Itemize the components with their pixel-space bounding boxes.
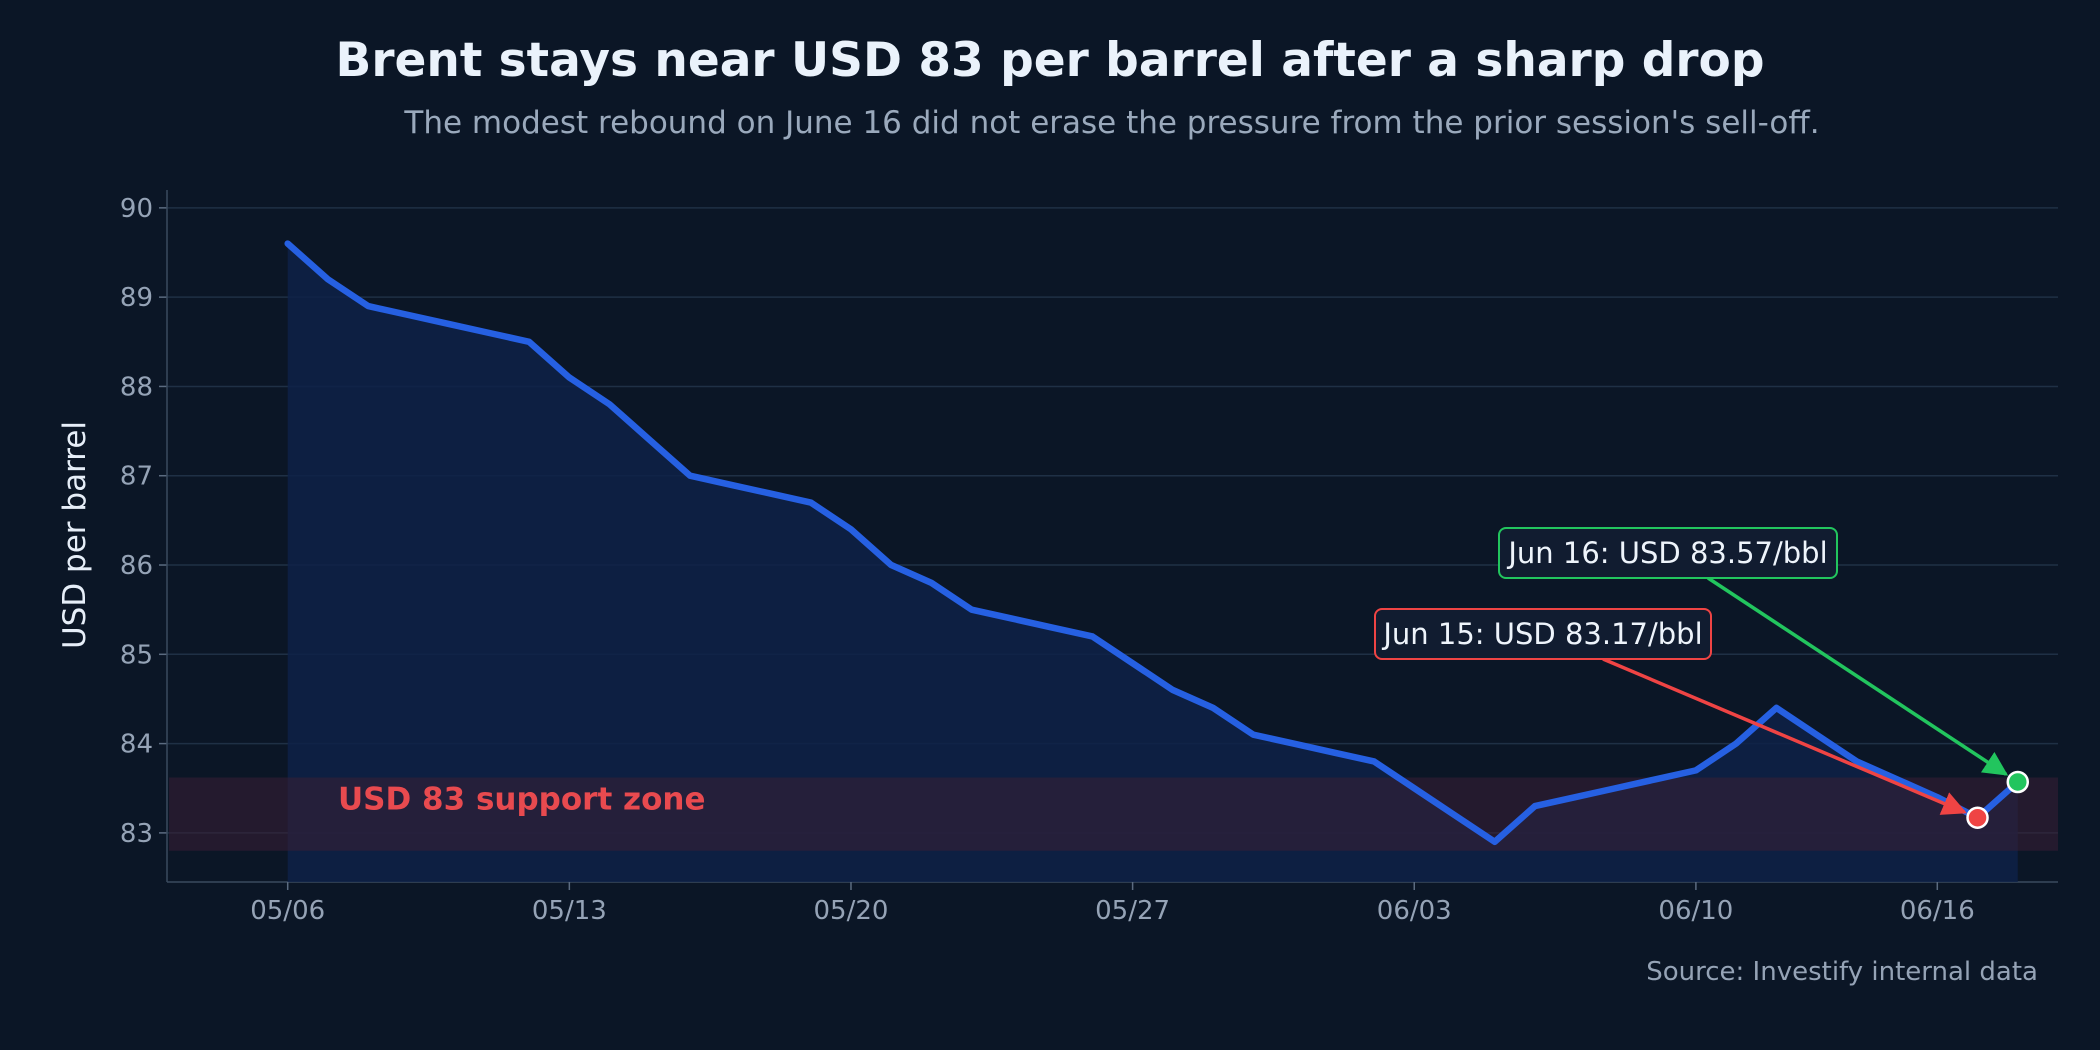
annotation-box [1498,527,1838,579]
y-tick-label: 90 [120,194,153,224]
y-tick-label: 89 [120,283,153,313]
y-tick-label: 86 [120,551,153,581]
y-axis-label: USD per barrel [57,421,93,649]
y-tick-label: 85 [120,640,153,670]
plot-area: 83 84 85 86 87 88 89 90 05/06 05/13 05/20 05/27 06/0… [120,190,2058,926]
marker-point-up [2006,770,2030,794]
support-zone-band [169,777,2058,851]
support-zone-label: USD 83 support zone [338,782,706,818]
x-tick-label: 06/03 [1377,896,1452,926]
y-tick-label: 87 [120,462,153,492]
chart-title: Brent stays near USD 83 per barrel after… [336,33,1765,88]
marker-point-down [1966,806,1989,829]
x-tick-label: 06/16 [1900,896,1975,926]
series-line [284,240,2022,846]
source-note: Source: Investify internal data [1646,957,2038,987]
x-tick-label: 05/20 [814,896,889,926]
y-tick-label: 88 [120,372,153,402]
x-tick-label: 06/10 [1658,896,1733,926]
annotation-box [1374,608,1712,660]
annotation-label: Jun 15: USD 83.17/bbl [1381,617,1702,651]
annotation-down: Jun 15: USD 83.17/bbl [1374,608,1989,829]
x-tick-label: 05/06 [250,896,325,926]
annotation-arrow [1707,576,2009,776]
y-tick-label: 83 [120,819,153,849]
x-tick-label: 05/13 [532,896,607,926]
annotation-arrow [1602,657,1967,815]
annotation-label: Jun 16: USD 83.57/bbl [1506,536,1827,570]
series-area [287,243,2018,882]
x-tick-label: 05/27 [1095,896,1170,926]
y-tick-label: 84 [120,730,153,760]
annotation-up: Jun 16: USD 83.57/bbl [1498,527,2030,794]
chart-subtitle: The modest rebound on June 16 did not er… [403,105,1819,141]
